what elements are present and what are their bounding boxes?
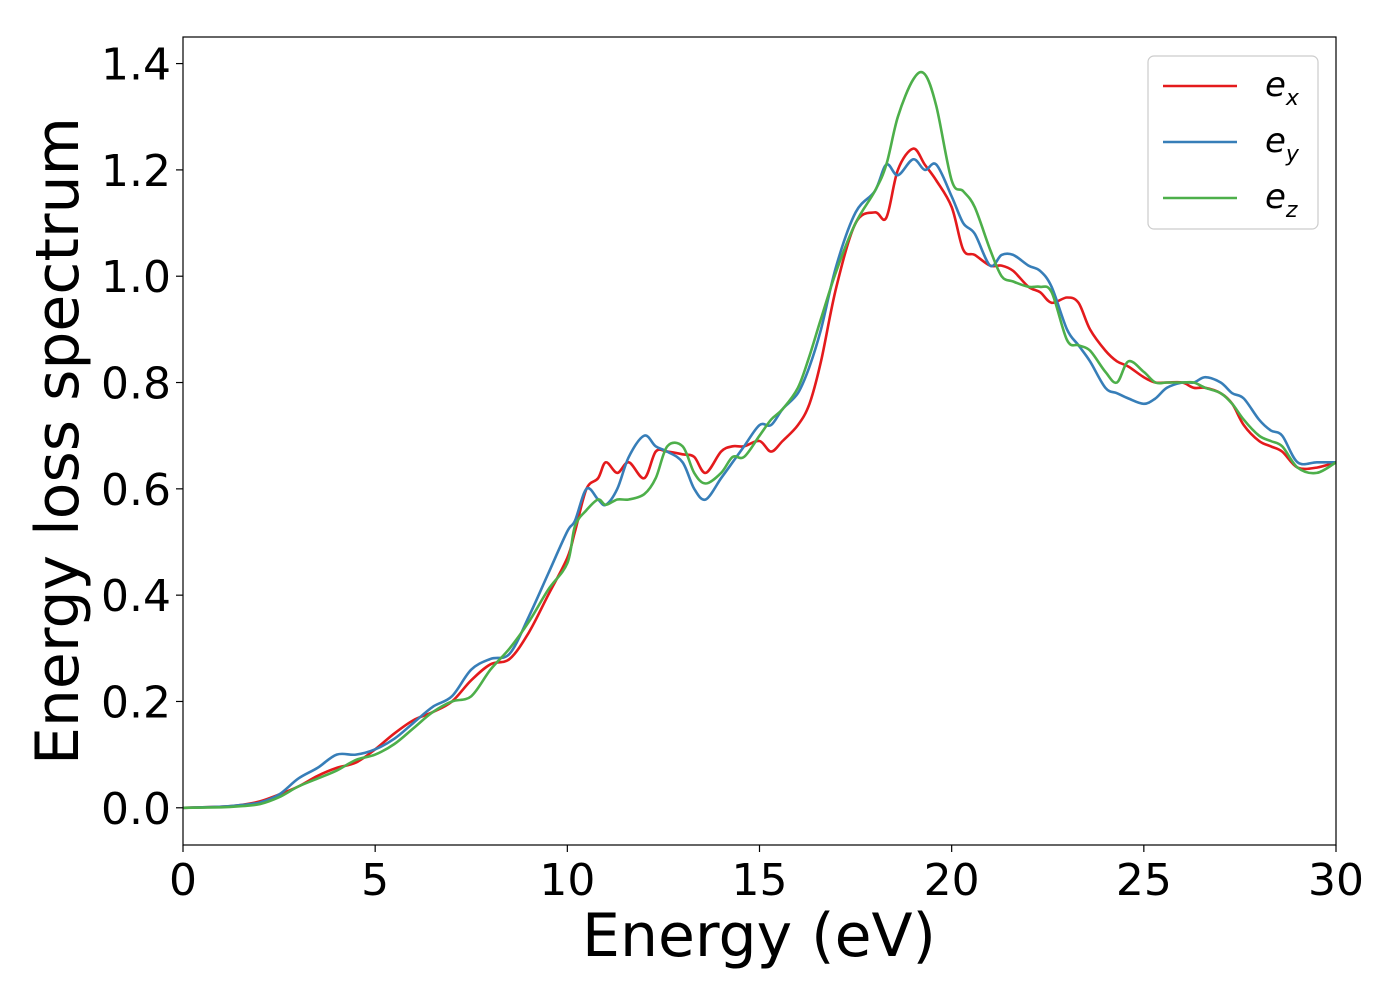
y-tick-label: 1.2 (101, 146, 171, 197)
y-tick-label: 0.6 (101, 465, 171, 516)
legend-label-subscript: z (1285, 198, 1298, 223)
x-tick-label: 10 (539, 855, 595, 906)
y-tick-label: 0.2 (101, 677, 171, 728)
series-line-ey (182, 158, 1336, 810)
series-layer (182, 70, 1337, 810)
x-tick-label: 5 (361, 855, 389, 906)
y-axis-ticks: 0.0 0.2 0.4 0.6 0.8 1.0 1.2 1.4 (101, 40, 183, 835)
y-tick-label: 0.4 (101, 571, 171, 622)
legend-label-subscript: x (1285, 86, 1300, 111)
x-tick-label: 25 (1116, 855, 1172, 906)
y-tick-label: 1.4 (101, 40, 171, 91)
y-tick-label: 0.0 (101, 784, 171, 835)
legend-label-main: e (1265, 121, 1286, 161)
y-tick-label: 1.0 (101, 252, 171, 303)
legend-label-ex: ex (1265, 65, 1300, 111)
legend-label-subscript: y (1285, 142, 1300, 167)
x-tick-label: 20 (924, 855, 980, 906)
series-line-ez (182, 70, 1337, 810)
y-tick-label: 0.8 (101, 359, 171, 410)
x-axis-ticks: 0 5 10 15 20 25 30 (169, 845, 1364, 906)
legend-label-main: e (1265, 65, 1286, 105)
series-line-ex (182, 147, 1337, 810)
x-axis-title: Energy (eV) (582, 901, 936, 971)
y-axis-title: Energy loss spectrum (23, 117, 93, 765)
legend-label-main: e (1265, 177, 1286, 217)
x-tick-label: 30 (1308, 855, 1364, 906)
x-tick-label: 0 (169, 855, 197, 906)
x-tick-label: 15 (732, 855, 788, 906)
legend-label-ey: ey (1265, 121, 1300, 167)
legend-label-ez: ez (1265, 177, 1298, 223)
